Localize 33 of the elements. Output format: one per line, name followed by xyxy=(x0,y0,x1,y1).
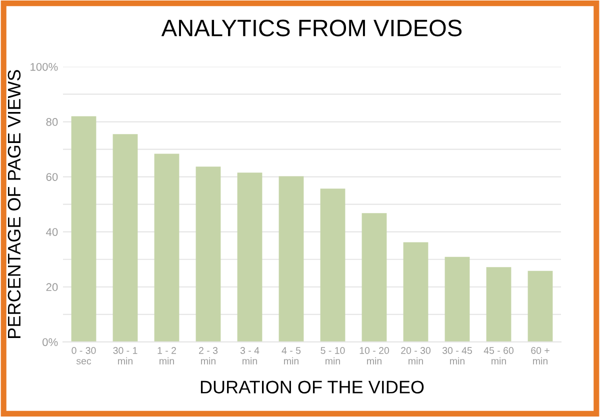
bar xyxy=(154,154,180,342)
x-tick-label: 30 - 45 min xyxy=(442,347,472,364)
x-tick-label: 3 - 4 min xyxy=(240,347,260,364)
bar xyxy=(362,213,387,342)
x-tick-label: 1 - 2 min xyxy=(158,347,176,364)
bar xyxy=(278,176,304,342)
x-tick-label: 5 - 10 min xyxy=(320,347,345,364)
y-tick-label: 20 xyxy=(46,283,58,292)
y-tick-label: 80 xyxy=(46,118,58,126)
bar xyxy=(237,172,262,342)
x-tick-label: 0 - 30 sec xyxy=(72,347,96,364)
bar xyxy=(444,256,470,342)
y-tick-label: 0% xyxy=(42,338,58,346)
x-tick-label: 10 - 20 min xyxy=(360,347,390,364)
x-tick-label: 60 + min xyxy=(531,347,550,364)
bar xyxy=(528,270,553,342)
y-axis-title: PERCENTAGE OF PAGE VIEWS xyxy=(8,70,21,338)
y-tick-label: 40 xyxy=(46,228,58,236)
bar xyxy=(71,116,96,342)
bar xyxy=(196,166,221,342)
x-tick-label: 30 - 1 min xyxy=(113,347,138,364)
bar xyxy=(112,134,138,342)
bar xyxy=(320,188,346,342)
y-tick-label: 60 xyxy=(46,173,58,181)
x-tick-label: 2 - 3 min xyxy=(199,347,218,364)
y-tick-label: 100% xyxy=(30,62,58,71)
x-tick-label: 20 - 30 min xyxy=(401,347,431,364)
x-tick-label: 4 - 5 min xyxy=(282,347,301,364)
x-tick-label: 45 - 60 min xyxy=(484,347,514,364)
bar xyxy=(486,267,512,342)
bar xyxy=(403,242,428,342)
chart-title: ANALYTICS FROM VIDEOS xyxy=(161,20,462,36)
x-axis-title: DURATION OF THE VIDEO xyxy=(200,380,424,394)
